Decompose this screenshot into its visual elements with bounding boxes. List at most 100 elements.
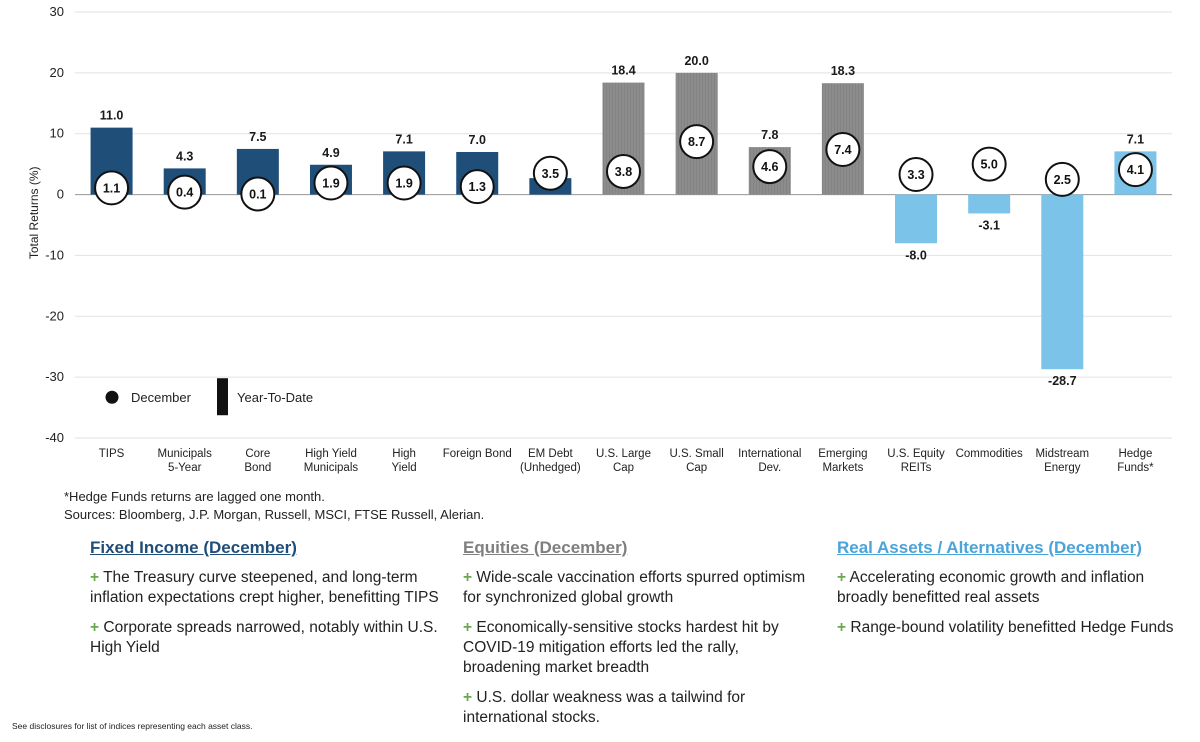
- fixed-income-bullet: + Corporate spreads narrowed, notably wi…: [90, 618, 440, 658]
- ytd-data-label: 7.0: [469, 133, 486, 147]
- y-tick-label: 20: [50, 65, 64, 80]
- real-assets-bullet-text: Accelerating economic growth and inflati…: [837, 569, 1145, 606]
- equities-bullet-text: U.S. dollar weakness was a tailwind for …: [463, 689, 746, 726]
- equities-bullet: + Wide-scale vaccination efforts spurred…: [463, 568, 818, 608]
- ytd-data-label: 4.3: [176, 149, 193, 163]
- equities-bullet-text: Economically-sensitive stocks hardest hi…: [463, 619, 779, 676]
- plus-icon: +: [837, 619, 847, 636]
- x-tick-label: Yield: [392, 462, 417, 474]
- legend-december-marker: [105, 390, 119, 404]
- bar: [1041, 194, 1084, 370]
- december-data-label: 4.6: [761, 160, 778, 174]
- ytd-data-label: 4.9: [322, 146, 339, 160]
- x-tick-label: Funds*: [1117, 462, 1154, 474]
- ytd-data-label: -8.0: [905, 248, 927, 262]
- ytd-data-label: 7.5: [249, 130, 266, 144]
- december-data-label: 0.4: [176, 186, 193, 200]
- december-data-label: 3.8: [615, 165, 632, 179]
- y-tick-label: 30: [50, 4, 64, 19]
- y-tick-label: -20: [45, 308, 64, 323]
- plus-icon: +: [90, 569, 100, 586]
- december-data-label: 1.9: [322, 177, 339, 191]
- bar: [895, 194, 938, 244]
- december-data-label: 3.5: [542, 167, 559, 181]
- x-tick-label: Bond: [244, 462, 271, 474]
- december-data-label: 3.3: [907, 168, 924, 182]
- x-tick-label: Core: [245, 448, 270, 460]
- ytd-data-label: 7.1: [395, 132, 412, 146]
- footnote-sources: Sources: Bloomberg, J.P. Morgan, Russell…: [64, 507, 485, 522]
- bar: [968, 194, 1011, 214]
- x-tick-label: High: [392, 448, 416, 460]
- ytd-data-label: 7.1: [1127, 132, 1144, 146]
- x-tick-label: Municipals: [304, 462, 359, 474]
- december-data-label: 2.5: [1054, 173, 1071, 187]
- x-tick-label: Energy: [1044, 462, 1081, 474]
- december-marker: [240, 176, 276, 212]
- x-tick-label: High Yield: [305, 448, 357, 460]
- fixed-income-title: Fixed Income (December): [90, 538, 297, 557]
- real-assets-title: Real Assets / Alternatives (December): [837, 538, 1142, 557]
- equities-title: Equities (December): [463, 538, 628, 557]
- y-tick-label: 10: [50, 126, 64, 141]
- december-marker: [167, 174, 203, 210]
- december-data-label: 8.7: [688, 135, 705, 149]
- x-tick-label: (Unhedged): [520, 462, 581, 474]
- x-tick-label: Midstream: [1035, 448, 1089, 460]
- december-marker: [94, 170, 130, 206]
- returns-chart: 30 20 10 0 -10 -20 -30 -40 Total Returns (%) 11.0…: [27, 4, 1172, 474]
- december-marker: [898, 156, 934, 192]
- real-assets-bullet: + Accelerating economic growth and infla…: [837, 568, 1187, 608]
- x-tick-label: Municipals: [158, 448, 213, 460]
- december-data-label: 0.1: [249, 187, 266, 201]
- x-tick-label: 5-Year: [168, 462, 202, 474]
- fixed-income-bullet: + The Treasury curve steepened, and long…: [90, 568, 440, 608]
- december-data-label: 1.3: [469, 180, 486, 194]
- footnote-lagged: *Hedge Funds returns are lagged one mont…: [64, 489, 325, 504]
- plus-icon: +: [463, 619, 473, 636]
- december-marker: [386, 165, 422, 201]
- x-tick-label: Cap: [686, 462, 707, 474]
- december-marker: [752, 149, 788, 185]
- fixed-income-bullet-text: The Treasury curve steepened, and long-t…: [90, 569, 439, 606]
- real-assets-bullet: + Range-bound volatility benefitted Hedg…: [837, 618, 1187, 638]
- ytd-data-label: -28.7: [1048, 374, 1077, 388]
- x-tick-label: Commodities: [956, 448, 1023, 460]
- december-data-label: 4.1: [1127, 163, 1144, 177]
- december-marker: [1044, 161, 1080, 197]
- x-tick-label: Dev.: [758, 462, 781, 474]
- x-tick-label: Hedge: [1118, 448, 1152, 460]
- y-tick-label: 0: [57, 187, 64, 202]
- equities-bullet: + U.S. dollar weakness was a tailwind fo…: [463, 688, 818, 728]
- december-data-label: 1.9: [395, 177, 412, 191]
- x-tick-label: TIPS: [99, 448, 125, 460]
- december-marker: [679, 124, 715, 160]
- december-data-label: 1.1: [103, 181, 120, 195]
- ytd-data-label: -3.1: [978, 218, 1000, 232]
- x-tick-label: Cap: [613, 462, 634, 474]
- y-tick-label: -30: [45, 369, 64, 384]
- equities-column: Equities (December) + Wide-scale vaccina…: [463, 538, 818, 738]
- y-axis-label: Total Returns (%): [27, 166, 41, 259]
- december-marker: [459, 169, 495, 205]
- x-tick-label: U.S. Equity: [887, 448, 945, 460]
- december-marker: [1117, 152, 1153, 188]
- x-tick-label: EM Debt: [528, 448, 574, 460]
- x-tick-label: REITs: [901, 462, 932, 474]
- equities-bullet: + Economically-sensitive stocks hardest …: [463, 618, 818, 678]
- december-marker: [606, 153, 641, 189]
- december-marker: [532, 155, 568, 191]
- december-marker: [825, 132, 861, 168]
- equities-bullet-text: Wide-scale vaccination efforts spurred o…: [463, 569, 806, 606]
- ytd-data-label: 7.8: [761, 128, 778, 142]
- ytd-data-label: 11.0: [100, 109, 124, 123]
- disclosure-note: See disclosures for list of indices repr…: [12, 721, 253, 731]
- y-tick-label: -10: [45, 247, 64, 262]
- fixed-income-column: Fixed Income (December) + The Treasury c…: [90, 538, 440, 668]
- real-assets-bullet-text: Range-bound volatility benefitted Hedge …: [850, 619, 1174, 636]
- ytd-data-label: 18.4: [611, 64, 635, 78]
- real-assets-column: Real Assets / Alternatives (December) + …: [837, 538, 1187, 648]
- legend-ytd-label: Year-To-Date: [237, 390, 313, 405]
- december-data-label: 7.4: [834, 143, 851, 157]
- plus-icon: +: [463, 689, 473, 706]
